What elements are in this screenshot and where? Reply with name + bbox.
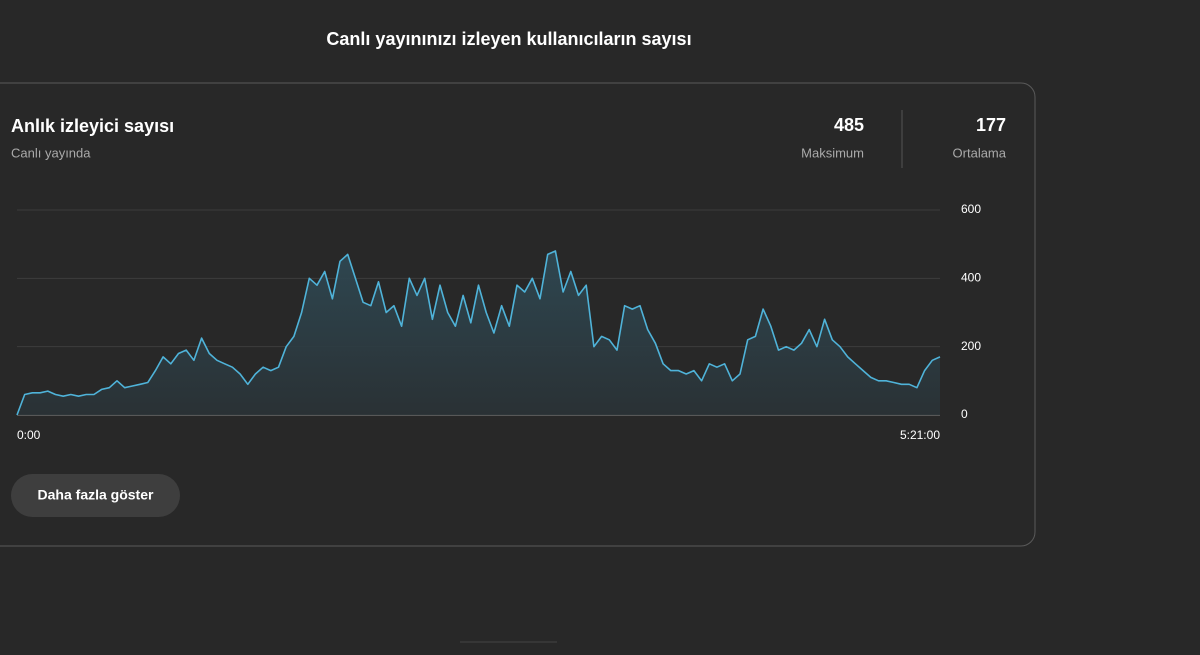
x-tick-label: 0:00 (17, 428, 41, 442)
stat-value: 485 (834, 115, 864, 135)
line (16, 250, 941, 416)
card-title: Anlık izleyici sayısı (11, 116, 174, 136)
card-subtitle: Canlı yayında (11, 145, 91, 160)
y-tick-label: 0 (961, 407, 968, 421)
y-tick-label: 600 (961, 202, 981, 216)
x-tick-label: 5:21:00 (900, 428, 940, 442)
stat-label: Ortalama (953, 145, 1007, 160)
page-title: Canlı yayınınızı izleyen kullanıcıların … (326, 29, 691, 49)
area (17, 251, 940, 415)
more-button-label[interactable]: Daha fazla göster (38, 487, 154, 503)
stat-value: 177 (976, 115, 1006, 135)
y-tick-label: 400 (961, 271, 981, 285)
y-tick-label: 200 (961, 339, 981, 353)
stat-label: Maksimum (801, 145, 864, 160)
more-button[interactable] (11, 474, 180, 517)
